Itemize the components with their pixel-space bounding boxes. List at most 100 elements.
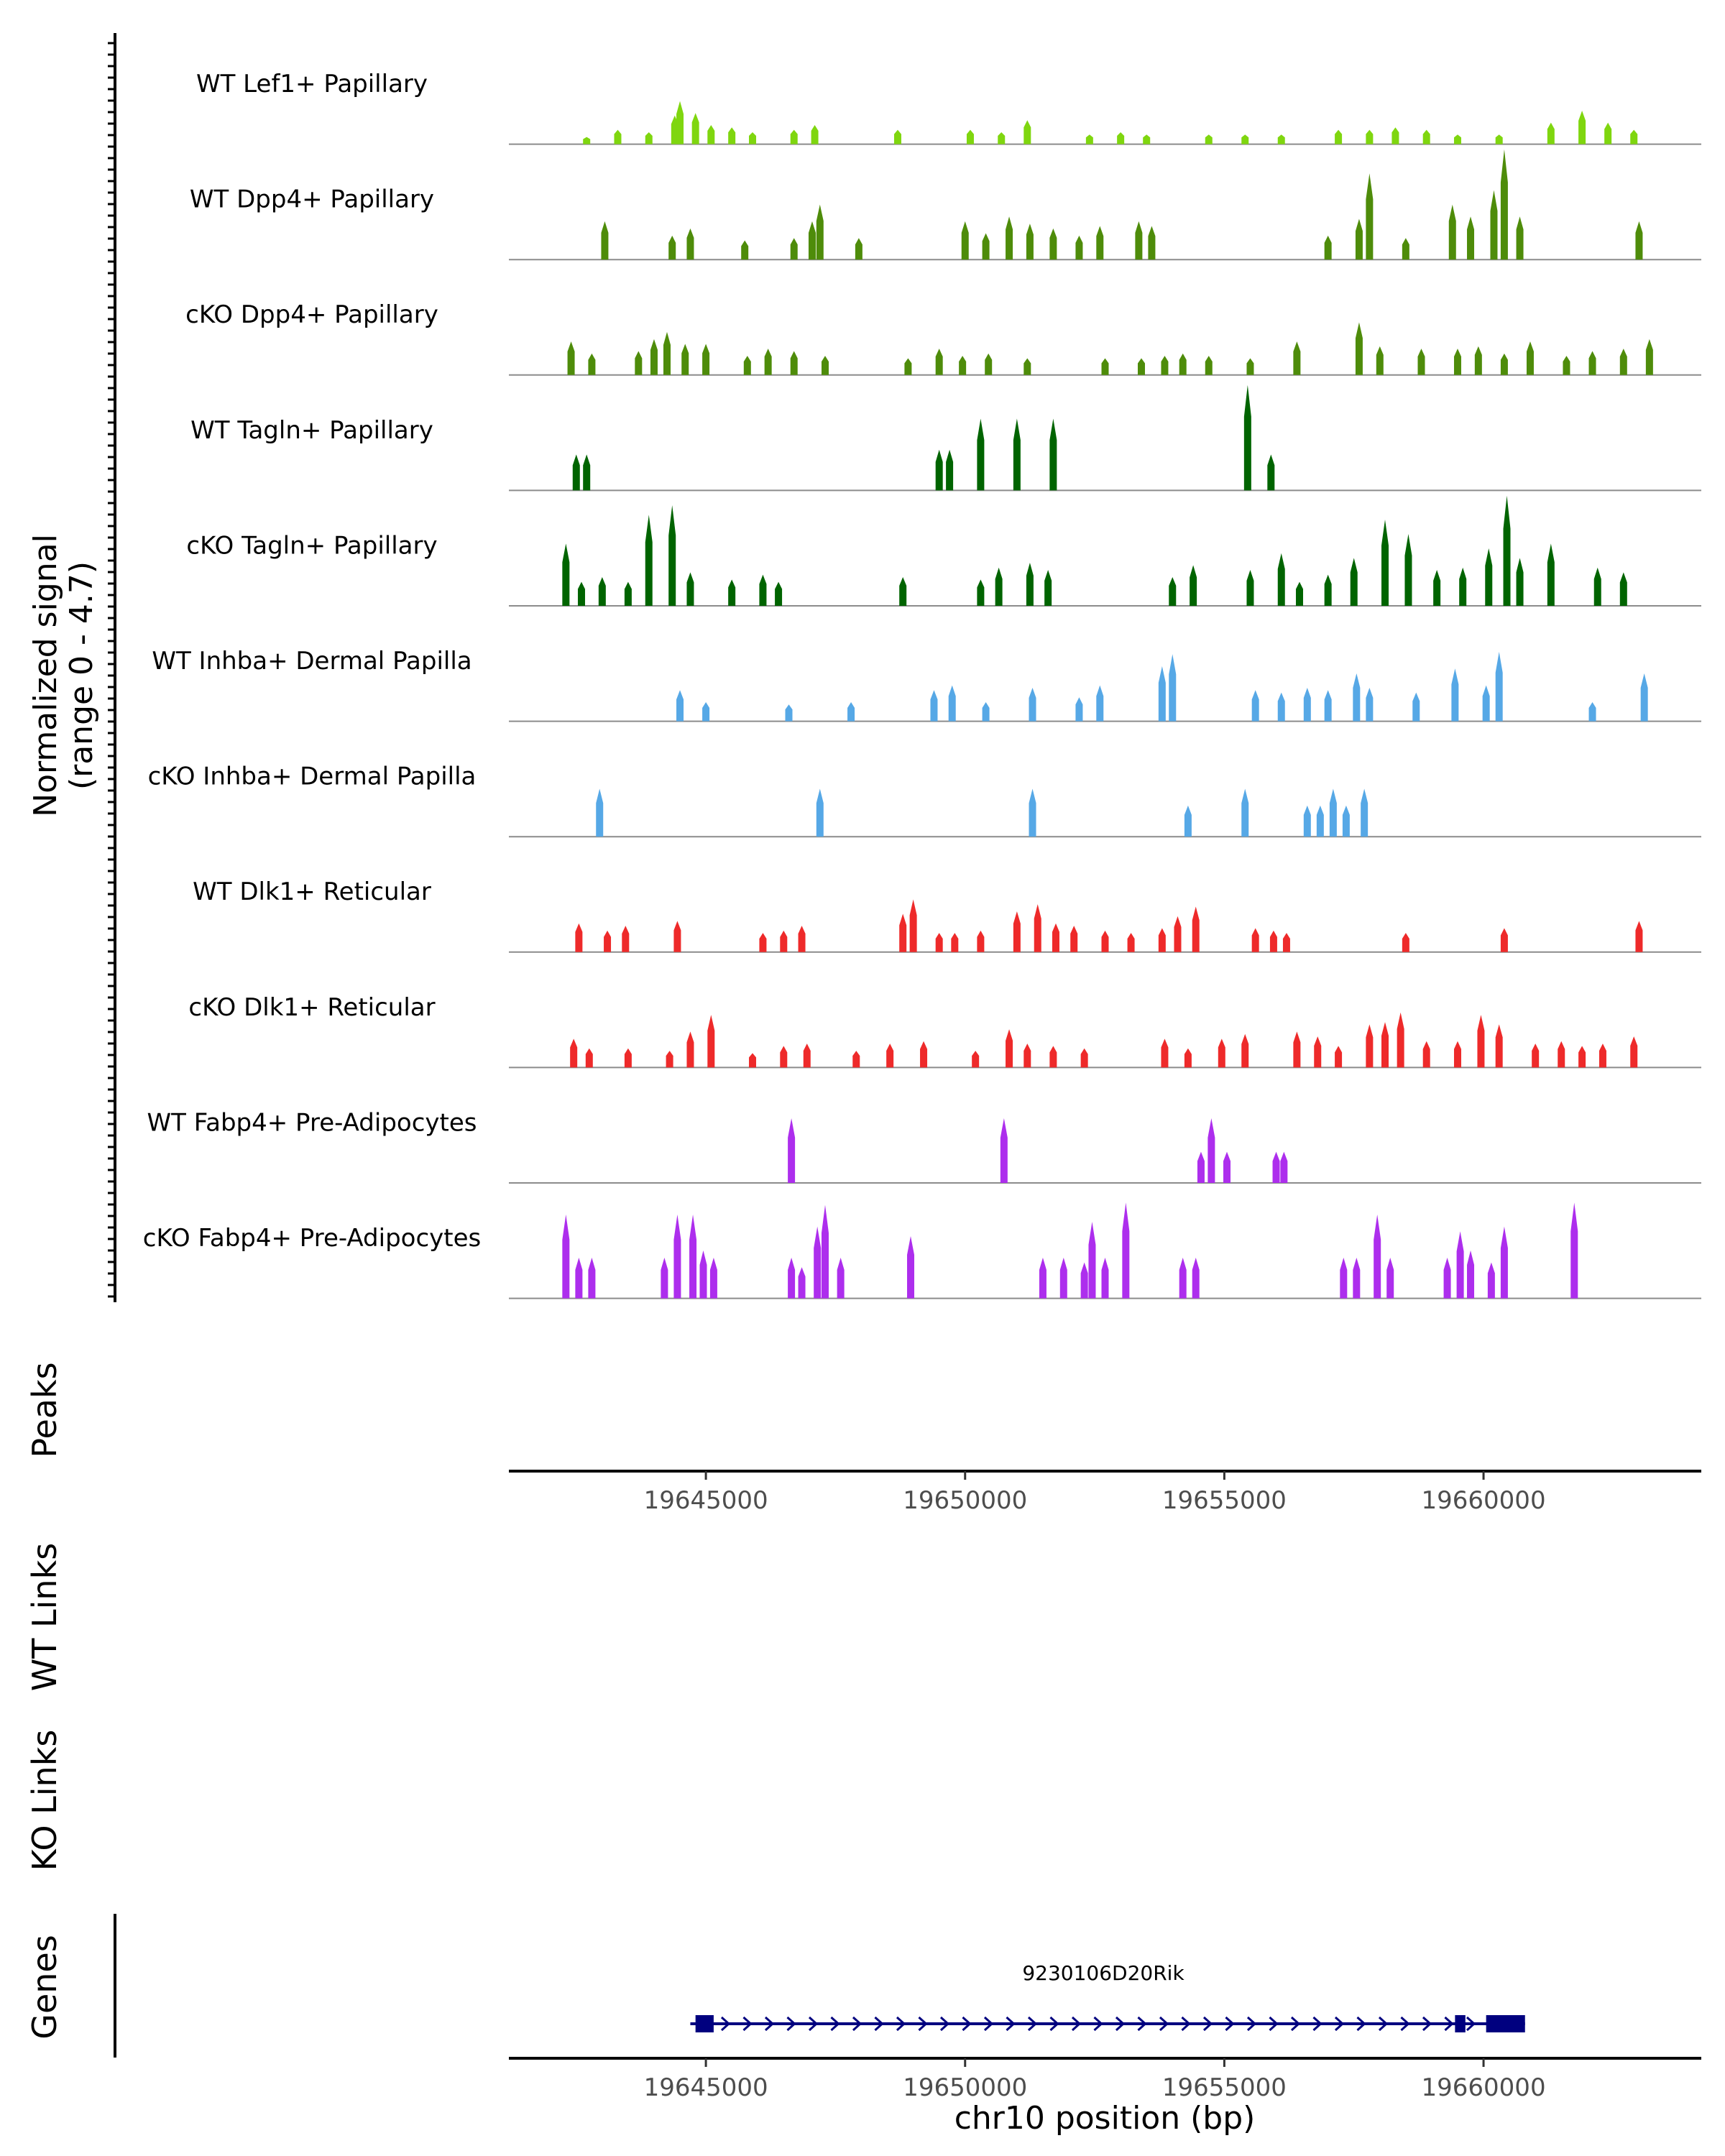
coverage-peak	[1477, 1015, 1485, 1068]
coverage-peak	[1635, 221, 1643, 260]
coverage-peak	[668, 235, 676, 260]
coverage-peak	[1117, 132, 1125, 144]
track-label: WT Inhba+ Dermal Papilla	[152, 647, 472, 676]
coverage-peak	[1402, 933, 1409, 952]
track-label: cKO Fabp4+ Pre-Adipocytes	[143, 1224, 482, 1253]
coverage-peak	[1251, 690, 1259, 722]
coverage-peak	[1335, 129, 1343, 144]
x-tick-label: 19660000	[1422, 1486, 1546, 1515]
genes-track-label: Genes	[25, 1935, 64, 2039]
coverage-peak	[1353, 1257, 1361, 1299]
coverage-peak	[803, 1044, 811, 1068]
coverage-peak	[935, 349, 943, 375]
coverage-peak	[583, 454, 591, 491]
coverage-peak	[1246, 358, 1254, 375]
strand-arrow	[1334, 2016, 1345, 2032]
strand-arrow	[983, 2016, 994, 2032]
coverage-peak	[1314, 1036, 1322, 1068]
strand-arrow	[1071, 2016, 1082, 2032]
coverage-peak	[1161, 1038, 1169, 1068]
coverage-peak	[775, 581, 783, 606]
coverage-peak	[635, 351, 643, 375]
coverage-peak	[1013, 418, 1021, 491]
x-tick-label: 19650000	[903, 2073, 1027, 2102]
coverage-peak	[935, 933, 943, 952]
coverage-peak	[749, 132, 757, 144]
coverage-peak	[691, 113, 699, 144]
coverage-peak	[1039, 1257, 1046, 1299]
coverage-peak	[1303, 687, 1311, 722]
coverage-peak	[1241, 1033, 1249, 1068]
coverage-peak	[1350, 558, 1358, 606]
strand-arrow	[1202, 2016, 1213, 2032]
coverage-peak	[583, 137, 591, 144]
coverage-peak	[1137, 358, 1145, 375]
coverage-peak	[893, 129, 901, 144]
coverage-peak	[1197, 1151, 1205, 1183]
coverage-peak	[585, 1048, 593, 1068]
coverage-peak	[1482, 685, 1490, 722]
coverage-peak	[1044, 570, 1052, 606]
coverage-peak	[1500, 928, 1508, 952]
gene-model	[690, 2015, 1525, 2032]
coverage-peak	[1547, 543, 1555, 606]
coverage-peak	[1205, 134, 1213, 144]
track-cko-tagln-papillary: cKO Tagln+ Papillary	[186, 495, 1701, 607]
coverage-peak	[852, 1051, 860, 1068]
coverage-peak	[1190, 565, 1197, 606]
coverage-peak	[1500, 1226, 1508, 1299]
coverage-peak	[1295, 581, 1303, 606]
coverage-peak	[946, 449, 954, 491]
coverage-peak	[1335, 1046, 1343, 1068]
coverage-peak	[1453, 1041, 1461, 1068]
coverage-peak	[1075, 235, 1083, 260]
coverage-peak	[1101, 358, 1109, 375]
coverage-peak	[1353, 673, 1361, 722]
coverage-peak	[1223, 1151, 1231, 1183]
coverage-peak	[920, 1041, 928, 1068]
coverage-peak	[1635, 921, 1643, 952]
x-tick-label: 19660000	[1422, 2073, 1546, 2102]
coverage-peak	[899, 913, 907, 952]
coverage-peak	[816, 204, 824, 260]
coverage-peak	[1526, 341, 1534, 375]
coverage-peak	[1208, 1118, 1215, 1183]
x-tick-label: 19650000	[903, 1486, 1027, 1515]
coverage-peak	[1451, 668, 1459, 722]
gene-name-label: 9230106D20Rik	[1022, 1961, 1184, 1985]
coverage-peak	[1174, 916, 1182, 952]
coverage-peak	[1096, 685, 1104, 722]
coverage-peak	[575, 923, 583, 952]
coverage-peak	[935, 449, 943, 491]
track-cko-dlk1-reticular: cKO Dlk1+ Reticular	[188, 993, 1701, 1069]
coverage-peak	[1059, 1257, 1067, 1299]
coverage-peak	[1024, 358, 1031, 375]
coverage-peak	[1588, 701, 1596, 722]
coverage-peak	[1366, 1024, 1374, 1068]
coverage-peak	[814, 1226, 822, 1299]
coverage-peak	[816, 788, 824, 837]
strand-arrow	[1159, 2016, 1169, 2032]
coverage-peak	[930, 690, 938, 722]
coverage-peak	[788, 1118, 796, 1183]
coverage-peak	[1500, 353, 1508, 375]
coverage-peak	[601, 221, 609, 260]
coverage-peak	[1246, 570, 1254, 606]
strand-arrow	[1400, 2016, 1410, 2032]
coverage-peak	[1443, 1257, 1451, 1299]
coverage-peak	[1532, 1044, 1540, 1068]
coverage-peak	[1277, 553, 1285, 606]
coverage-peak	[998, 132, 1006, 144]
coverage-peak	[728, 579, 736, 606]
track-wt-lef1-papillary: WT Lef1+ Papillary	[196, 70, 1701, 145]
coverage-peak	[624, 1048, 632, 1068]
coverage-peak	[1500, 149, 1508, 260]
coverage-peak	[1282, 933, 1290, 952]
coverage-peak	[1218, 1038, 1225, 1068]
track-label: cKO Inhba+ Dermal Papilla	[148, 763, 477, 791]
gene-exon	[695, 2015, 714, 2032]
coverage-peak	[982, 233, 990, 260]
coverage-peak	[1474, 346, 1482, 375]
wt-links-track-label: WT Links	[25, 1543, 64, 1691]
coverage-peak	[1184, 805, 1192, 837]
